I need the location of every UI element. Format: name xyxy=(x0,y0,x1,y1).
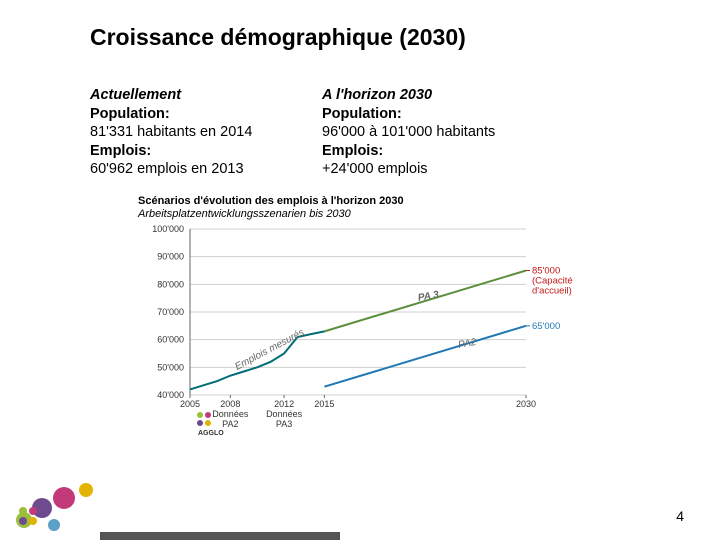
svg-text:d'accueil): d'accueil) xyxy=(532,286,572,297)
svg-text:PA3: PA3 xyxy=(276,419,292,429)
svg-text:2012: 2012 xyxy=(274,399,294,409)
svg-text:Emplois mesurés: Emplois mesurés xyxy=(233,327,306,373)
svg-text:PA2: PA2 xyxy=(457,337,477,351)
horizon-pop-label: Population: xyxy=(322,105,582,124)
svg-text:AGGLO: AGGLO xyxy=(198,430,224,437)
horizon-pop-value: 96'000 à 101'000 habitants xyxy=(322,123,582,142)
column-2030: A l'horizon 2030 Population: 96'000 à 10… xyxy=(322,86,582,179)
svg-text:Données: Données xyxy=(266,409,303,419)
current-emp-label: Emplois: xyxy=(90,142,320,161)
current-header: Actuellement xyxy=(90,86,320,105)
current-pop-value: 81'331 habitants en 2014 xyxy=(90,123,320,142)
svg-text:PA2: PA2 xyxy=(222,419,238,429)
svg-text:2008: 2008 xyxy=(220,399,240,409)
column-current: Actuellement Population: 81'331 habitant… xyxy=(90,86,320,179)
svg-text:50'000: 50'000 xyxy=(157,363,184,373)
svg-text:PA 3: PA 3 xyxy=(417,290,440,305)
chart-title: Scénarios d'évolution des emplois à l'ho… xyxy=(138,195,656,221)
chart-title-fr: Scénarios d'évolution des emplois à l'ho… xyxy=(138,195,656,208)
current-pop-label: Population: xyxy=(90,105,320,124)
horizon-emp-value: +24'000 emplois xyxy=(322,160,582,179)
horizon-header: A l'horizon 2030 xyxy=(322,86,582,105)
svg-text:65'000: 65'000 xyxy=(532,321,560,332)
agglo-logo-icon xyxy=(14,502,42,530)
svg-text:100'000: 100'000 xyxy=(152,224,184,234)
svg-text:70'000: 70'000 xyxy=(157,307,184,317)
page-title: Croissance démographique (2030) xyxy=(90,24,466,51)
svg-text:90'000: 90'000 xyxy=(157,252,184,262)
svg-text:60'000: 60'000 xyxy=(157,335,184,345)
svg-text:80'000: 80'000 xyxy=(157,280,184,290)
footer-bar xyxy=(100,532,340,540)
horizon-emp-label: Emplois: xyxy=(322,142,582,161)
svg-text:Données: Données xyxy=(212,409,249,419)
svg-text:2015: 2015 xyxy=(314,399,334,409)
chart-title-de: Arbeitsplatzentwicklungsszenarien bis 20… xyxy=(138,208,656,221)
chart-svg: 40'00050'00060'00070'00080'00090'000100'… xyxy=(138,221,598,441)
page-number: 4 xyxy=(676,508,684,524)
jobs-chart: Scénarios d'évolution des emplois à l'ho… xyxy=(138,195,656,463)
svg-text:2005: 2005 xyxy=(180,399,200,409)
current-emp-value: 60'962 emplois en 2013 xyxy=(90,160,320,179)
svg-text:2030: 2030 xyxy=(516,399,536,409)
